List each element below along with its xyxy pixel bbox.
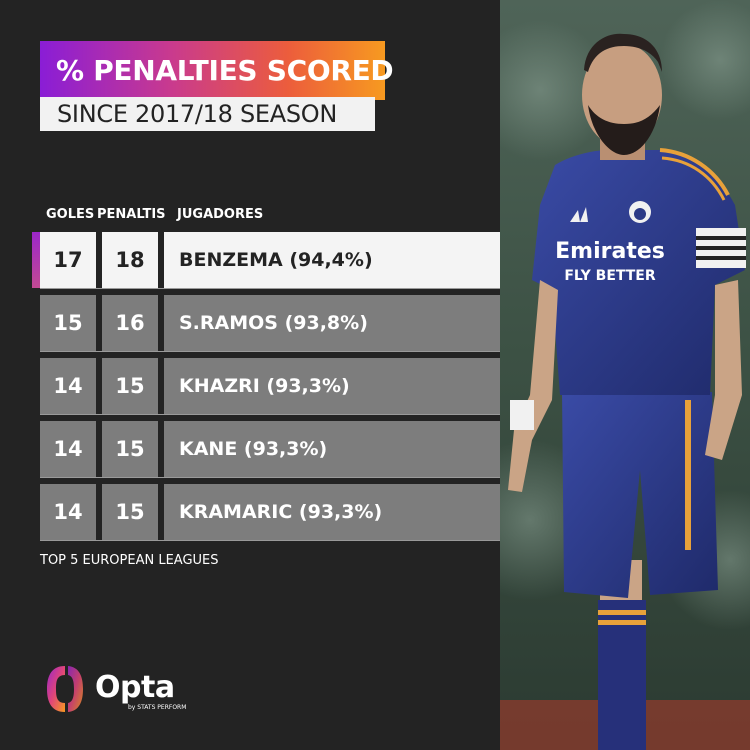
goals-cell: 17 [40, 232, 96, 288]
player-cell: BENZEMA (94,4%) [164, 232, 500, 288]
row-divider [40, 477, 500, 478]
goals-cell: 14 [40, 358, 96, 414]
opta-logo-icon [47, 666, 83, 712]
player-cell: KANE (93,3%) [164, 421, 500, 477]
penalties-cell: 15 [102, 358, 158, 414]
goals-cell: 14 [40, 421, 96, 477]
highlight-accent [32, 232, 40, 288]
penalties-cell: 15 [102, 421, 158, 477]
title-gradient-bar [40, 41, 385, 100]
subtitle-bar [40, 97, 375, 131]
column-header-goals: GOLES [46, 207, 95, 222]
chart-subtitle: SINCE 2017/18 SEASON [57, 100, 338, 128]
player-photo: Emirates FLY BETTER [500, 0, 750, 750]
goals-cell: 15 [40, 295, 96, 351]
penalties-cell: 18 [102, 232, 158, 288]
jersey-sponsor-tagline: FLY BETTER [564, 268, 656, 284]
penalties-cell: 16 [102, 295, 158, 351]
brand-mark-icon [570, 207, 588, 222]
chart-title: % PENALTIES SCORED [56, 54, 394, 87]
player-cell: S.RAMOS (93,8%) [164, 295, 500, 351]
goals-cell: 14 [40, 484, 96, 540]
column-header-penalties: PENALTIS [97, 207, 166, 222]
jersey-sponsor: Emirates [555, 239, 665, 264]
row-divider [40, 540, 500, 541]
column-header-players: JUGADORES [177, 207, 264, 222]
brand-byline: by STATS PERFORM [128, 704, 187, 711]
row-divider [40, 288, 500, 289]
brand-name: Opta [95, 670, 175, 705]
player-cell: KRAMARIC (93,3%) [164, 484, 500, 540]
player-cell: KHAZRI (93,3%) [164, 358, 500, 414]
penalties-cell: 15 [102, 484, 158, 540]
row-divider [40, 414, 500, 415]
row-divider [40, 351, 500, 352]
footnote: TOP 5 EUROPEAN LEAGUES [40, 553, 219, 568]
